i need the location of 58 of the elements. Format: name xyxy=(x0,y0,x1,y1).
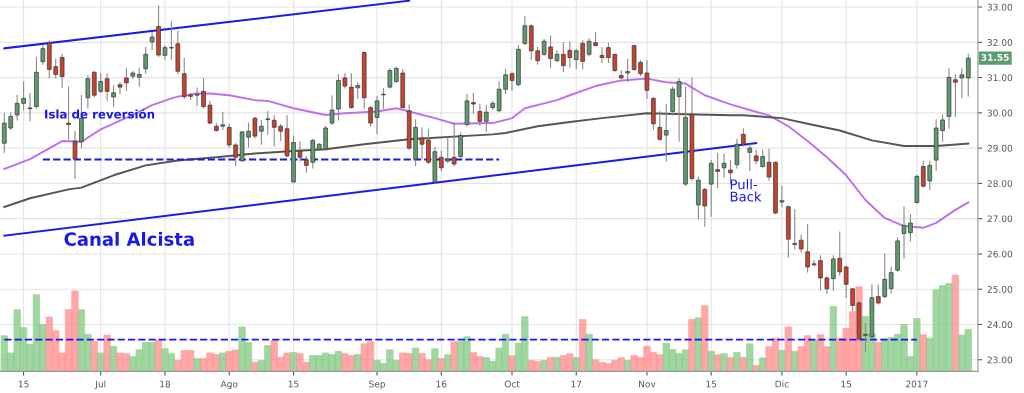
x-tick-label: Jul xyxy=(94,380,106,390)
y-tick-label: 25.00 xyxy=(987,285,1013,293)
candlestick xyxy=(27,92,33,122)
x-tick-label: Ago xyxy=(220,380,238,390)
annotation: Pull- Back xyxy=(730,179,762,202)
y-tick-label: 27.00 xyxy=(987,215,1013,223)
x-tick-label: Nov xyxy=(639,380,656,388)
x-tick-label: 17 xyxy=(571,380,582,388)
candlestick xyxy=(966,53,971,97)
y-tick-label: 31.00 xyxy=(987,74,1013,82)
x-tick-label: Oct xyxy=(504,380,520,388)
candlestick xyxy=(747,143,753,171)
candlestick xyxy=(66,86,71,140)
candlestick xyxy=(451,122,457,167)
candlestick xyxy=(265,110,271,135)
x-tick-label: 15 xyxy=(288,380,299,388)
candlestick xyxy=(117,82,123,95)
x-tick-label: Dic xyxy=(775,380,789,388)
x-tick-label: 18 xyxy=(160,380,171,388)
y-tick-label: 23.00 xyxy=(987,356,1013,364)
x-tick-label: 15 xyxy=(706,380,717,388)
candlestick xyxy=(625,58,630,83)
candlestick xyxy=(104,73,110,101)
y-tick-label: 28.00 xyxy=(987,180,1013,187)
x-tick-label: 16 xyxy=(436,380,447,388)
candlestick xyxy=(484,105,489,132)
candlestick xyxy=(663,103,669,162)
candlestick xyxy=(676,78,682,142)
candlestick xyxy=(721,153,727,178)
candlestick xyxy=(111,85,116,108)
candlestick xyxy=(792,209,798,250)
y-tick-label: 29.00 xyxy=(987,144,1013,152)
y-tick-label: 33.00 xyxy=(987,3,1013,11)
y-tick-label: 24.00 xyxy=(987,321,1013,329)
x-tick-label: 15 xyxy=(841,380,852,388)
y-tick-label: 30.00 xyxy=(987,109,1013,117)
candlestick xyxy=(458,132,463,158)
candlestick xyxy=(40,45,46,65)
candlestick xyxy=(670,86,675,116)
candlestick xyxy=(477,103,483,126)
candlestick xyxy=(124,67,129,91)
x-tick-label: Sep xyxy=(369,380,386,390)
annotation: Canal Alcista xyxy=(64,231,194,246)
x-tick-label: 15 xyxy=(18,380,29,388)
candlestick xyxy=(657,110,663,141)
candlestick xyxy=(85,74,91,109)
y-tick-label: 32.00 xyxy=(987,39,1013,46)
candlestick xyxy=(143,47,148,74)
candlestick xyxy=(59,53,65,88)
annotation: 31.55 xyxy=(981,53,1009,61)
candlestick xyxy=(888,266,894,294)
candlestick xyxy=(959,68,965,99)
candlestick xyxy=(843,265,849,298)
x-tick-label: 2017 xyxy=(906,380,928,388)
candlestick xyxy=(387,68,393,89)
y-tick-label: 26.00 xyxy=(987,250,1013,258)
candlestick xyxy=(381,87,386,109)
candlestick xyxy=(522,16,528,45)
